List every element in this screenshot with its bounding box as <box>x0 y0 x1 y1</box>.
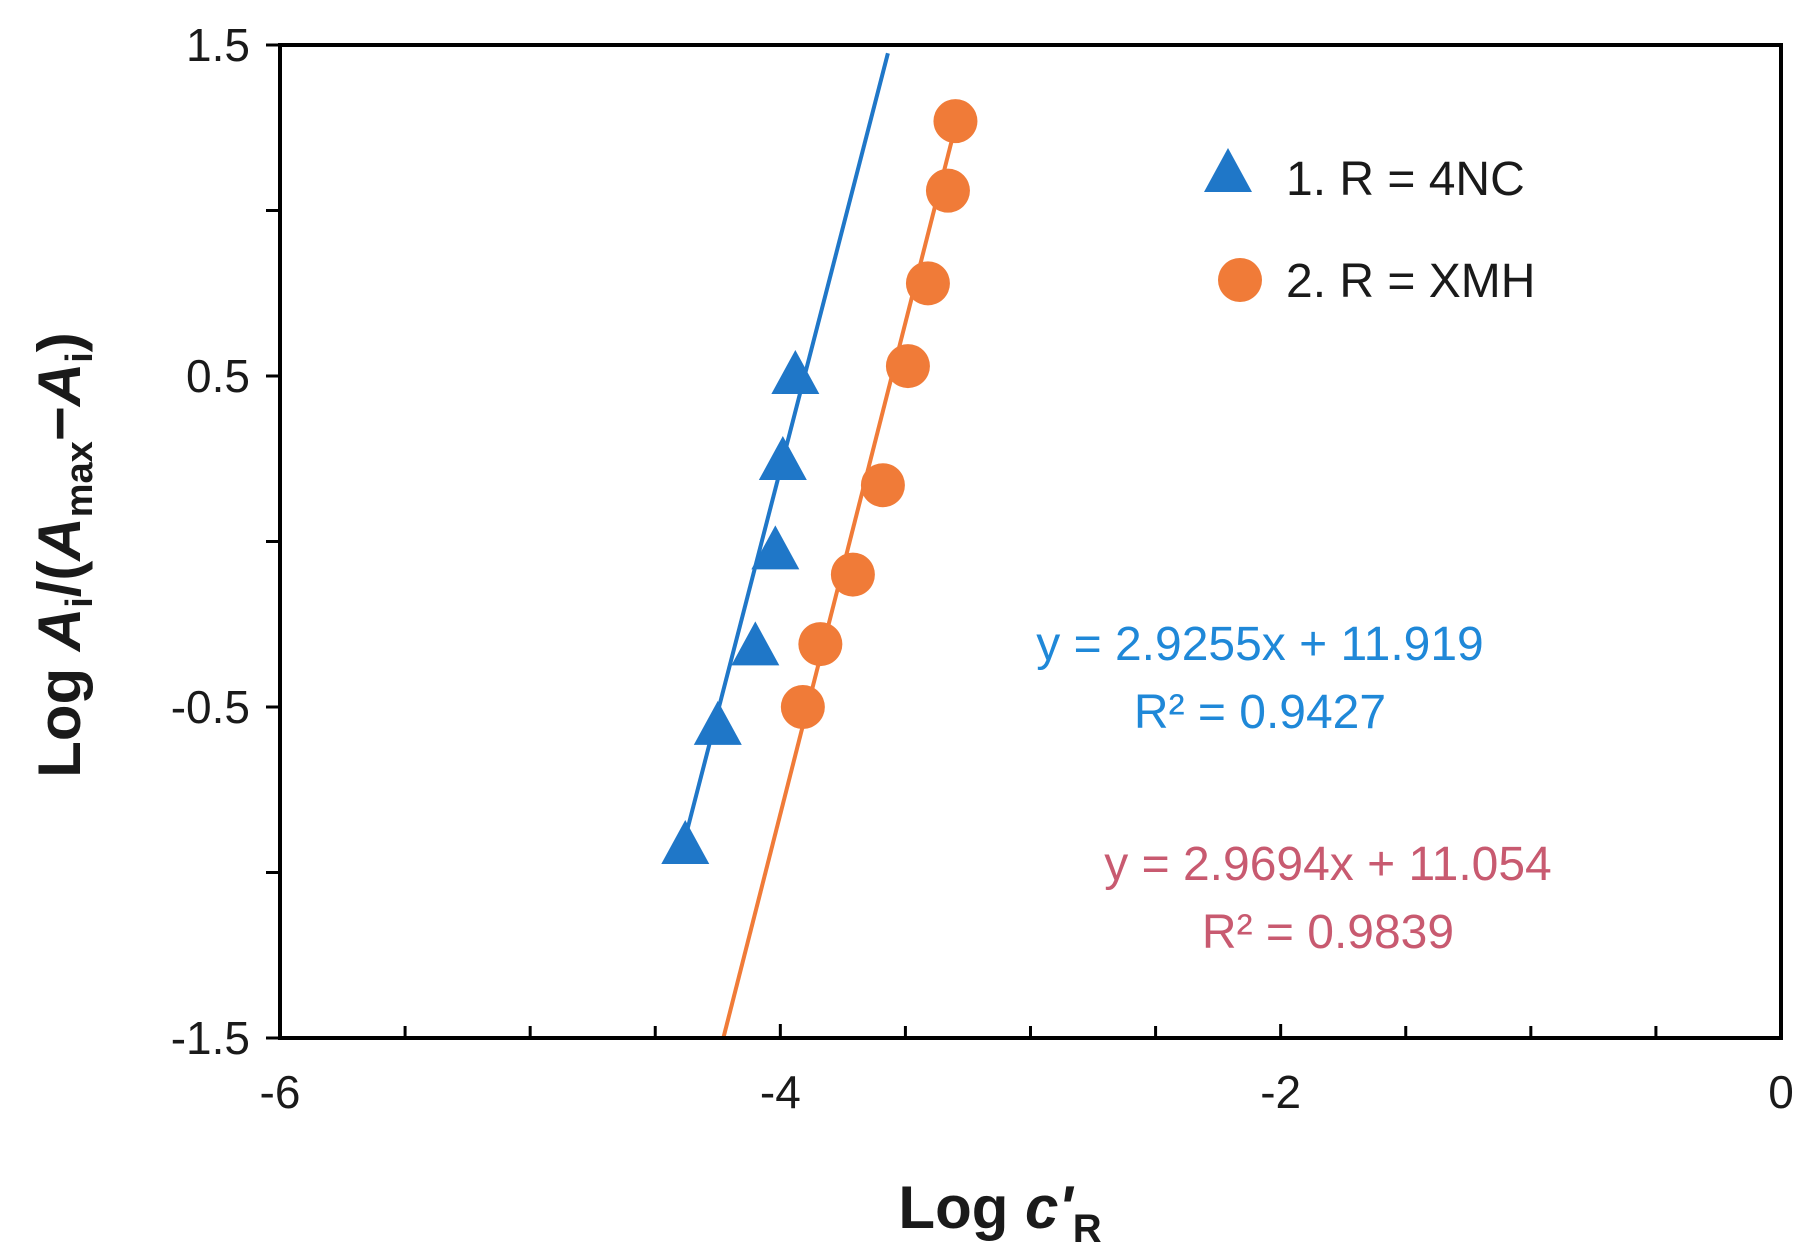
data-point-circle <box>933 99 978 144</box>
axis-tick-labels: -6 -4 -2 0 1.5 0.5 -0.5 -1.5 <box>171 19 1794 1118</box>
y-axis-title-a3-sub: i <box>59 352 101 363</box>
y-axis-title-a1: A <box>26 608 93 653</box>
data-point-triangle <box>661 820 710 865</box>
data-point-circle <box>885 344 930 389</box>
y-axis-title-mid: /( <box>26 561 93 598</box>
trendline-equations: y = 2.9255x + 11.919 R² = 0.9427 y = 2.9… <box>1036 618 1551 959</box>
y-axis-title-a2: A <box>26 517 93 562</box>
legend-label-series-1: 1. R = 4NC <box>1286 153 1525 206</box>
r2-series-2: R² = 0.9839 <box>1202 906 1454 959</box>
x-axis-title: Log c'R <box>898 1174 1101 1251</box>
data-point-circle <box>925 168 970 213</box>
equation-series-1: y = 2.9255x + 11.919 <box>1036 618 1483 671</box>
x-tick-label: -2 <box>1260 1066 1301 1118</box>
y-axis-title-dash: − <box>26 406 93 441</box>
plot-frame <box>278 43 1783 1040</box>
r2-series-1: R² = 0.9427 <box>1134 686 1386 739</box>
data-point-circle <box>798 622 843 667</box>
y-axis-title-a1-sub: i <box>59 597 101 608</box>
series-2 <box>721 99 978 1038</box>
data-point-triangle <box>693 700 742 745</box>
y-axis-title-a3: A <box>26 363 93 408</box>
y-axis-title: Log Ai/(Amax−Ai) <box>26 332 101 778</box>
y-tick-label: -0.5 <box>171 681 250 733</box>
data-point-circle <box>860 463 905 508</box>
x-axis-title-prefix: Log <box>898 1174 1025 1241</box>
data-point-triangle <box>731 621 780 666</box>
data-point-triangle <box>771 350 820 394</box>
y-axis-title-prefix: Log <box>26 651 93 778</box>
series-1 <box>661 52 890 865</box>
legend: 1. R = 4NC 2. R = XMH <box>1204 148 1535 308</box>
data-point-triangle <box>758 436 807 481</box>
data-point-circle <box>905 261 950 306</box>
y-axis-title-a2-sub: max <box>59 441 101 517</box>
x-tick-label: -4 <box>760 1066 801 1118</box>
x-tick-label: 0 <box>1768 1066 1794 1118</box>
axis-ticks <box>266 43 1783 1040</box>
x-axis-title-sub: R <box>1073 1207 1102 1251</box>
plot-content <box>661 52 978 1038</box>
y-tick-label: 0.5 <box>186 350 250 402</box>
y-tick-label: -1.5 <box>171 1012 250 1064</box>
legend-marker-triangle <box>1204 148 1252 192</box>
legend-label-series-2: 2. R = XMH <box>1286 255 1535 308</box>
data-point-triangle <box>751 525 800 570</box>
x-axis-title-var: c' <box>1025 1174 1074 1241</box>
x-tick-label: -6 <box>260 1066 301 1118</box>
y-axis-title-close: ) <box>26 332 93 352</box>
data-point-circle <box>830 552 875 597</box>
y-tick-label: 1.5 <box>186 19 250 71</box>
legend-marker-circle <box>1218 258 1262 302</box>
data-point-circle <box>780 685 825 729</box>
equation-series-2: y = 2.9694x + 11.054 <box>1104 838 1551 891</box>
